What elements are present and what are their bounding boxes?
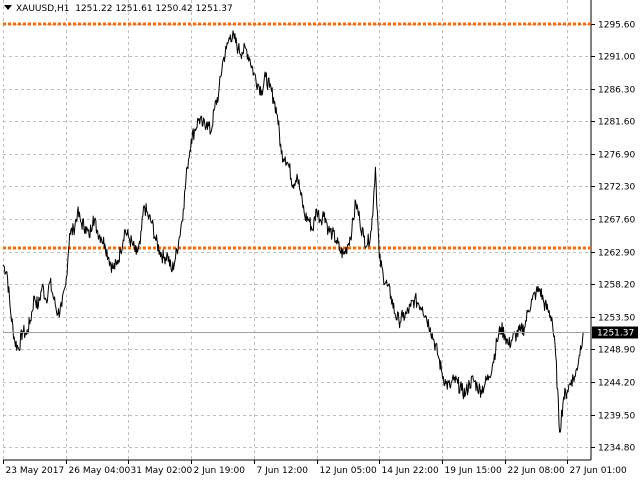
time-tick-label: 23 May 2017: [6, 466, 65, 476]
symbol-label: XAUUSD,H1: [16, 4, 70, 14]
current-price-marker: 1251.37: [3, 326, 638, 339]
price-series: [2, 30, 584, 433]
price-tick-label: 1244.20: [598, 379, 635, 389]
time-tick-label: 2 Jun 19:00: [194, 466, 246, 476]
price-tick-label: 1253.50: [598, 314, 635, 324]
high-price: 1251.61: [115, 4, 153, 14]
open-price: 1251.22: [75, 4, 113, 14]
price-tick-label: 1276.90: [598, 151, 635, 161]
price-tick-label: 1234.80: [598, 444, 635, 454]
time-tick-label: 19 Jun 15:00: [445, 466, 502, 476]
time-tick-label: 26 May 04:00: [69, 466, 131, 476]
grid: [3, 0, 592, 461]
time-tick-label: 14 Jun 22:00: [382, 466, 439, 476]
chart-header: XAUUSD,H1 1251.22 1251.61 1250.42 1251.3…: [4, 4, 233, 14]
price-tick-label: 1281.60: [598, 118, 635, 128]
current-price-badge: [592, 326, 638, 339]
horizontal-levels[interactable]: [3, 22, 591, 250]
time-tick-label: 7 Jun 12:00: [257, 466, 309, 476]
time-axis[interactable]: 23 May 2017 26 May 04:00 31 May 02:00 2 Jun…: [3, 460, 627, 476]
price-tick-label: 1248.90: [598, 346, 635, 356]
time-tick-label: 27 Jun 01:00: [570, 466, 627, 476]
price-tick-label: 1291.00: [598, 53, 635, 63]
price-tick-label: 1258.20: [598, 281, 635, 291]
price-tick-label: 1272.30: [598, 183, 635, 193]
close-price: 1251.37: [195, 4, 233, 14]
price-tick-label: 1267.60: [598, 216, 635, 226]
price-axis[interactable]: 1295.60 1291.00 1286.30 1281.60 1276.90 1272.…: [591, 21, 635, 454]
price-line: [2, 30, 584, 433]
low-price: 1250.42: [155, 4, 193, 14]
price-tick-label: 1295.60: [598, 21, 635, 31]
price-tick-label: 1239.50: [598, 412, 635, 422]
current-price-label: 1251.37: [597, 329, 634, 339]
price-tick-label: 1286.30: [598, 86, 635, 96]
price-tick-label: 1262.90: [598, 249, 635, 259]
time-tick-label: 31 May 02:00: [131, 466, 193, 476]
time-tick-label: 22 Jun 08:00: [508, 466, 565, 476]
time-tick-label: 12 Jun 05:00: [320, 466, 377, 476]
dropdown-triangle-icon[interactable]: [4, 5, 12, 10]
